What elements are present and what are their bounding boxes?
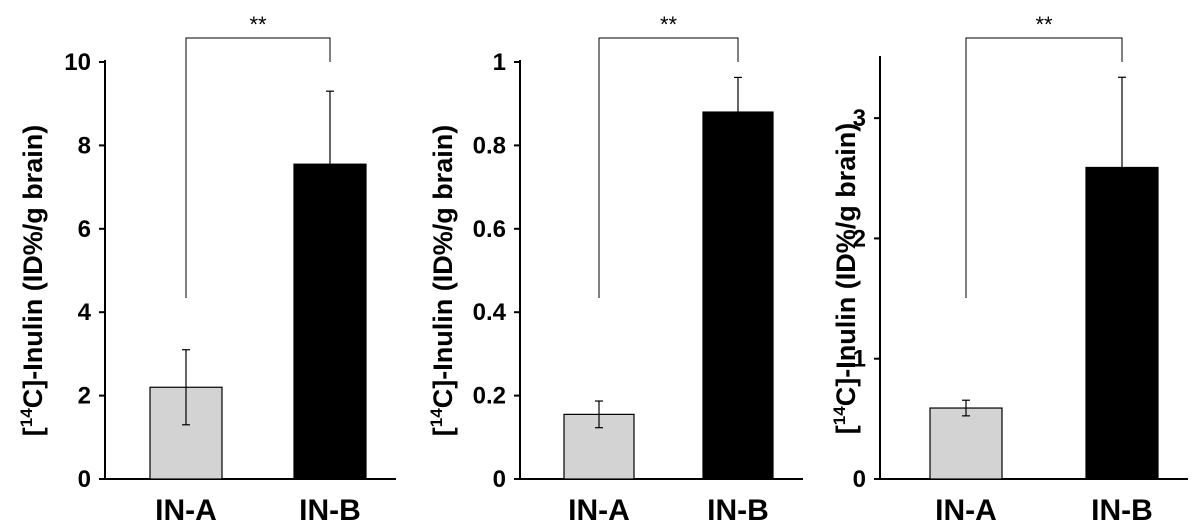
- significance-label: **: [249, 12, 267, 37]
- bar-in-a: [929, 407, 1003, 480]
- category-label: IN-A: [568, 494, 630, 527]
- category-label: IN-A: [155, 494, 217, 527]
- significance-label: **: [1035, 12, 1053, 37]
- category-label: IN-B: [1091, 494, 1153, 527]
- bar-in-b: [1085, 166, 1159, 480]
- significance-bracket: [598, 37, 739, 298]
- y-tick-label: 0.4: [473, 299, 507, 326]
- category-label: IN-B: [299, 494, 361, 527]
- y-axis-label: [14C]-Inulin (ID%/g brain): [830, 123, 861, 434]
- y-tick-label: 1: [853, 346, 866, 373]
- y-axis-label: [14C]-Inulin (ID%/g brain): [427, 125, 458, 436]
- bar-in-b: [293, 163, 367, 480]
- y-tick-label: 4: [78, 299, 92, 326]
- y-tick-label: 0: [853, 466, 866, 493]
- bar-in-b: [702, 111, 774, 480]
- significance-bracket: [965, 37, 1123, 298]
- y-tick-label: 2: [853, 225, 866, 252]
- chart-panel-3: 0 1 2 3 IN-A IN-B ** [14C]-Inulin (ID%/g brain): [830, 12, 1188, 527]
- chart-panel-1: 0 2 4 6 8 10 IN-A IN-B ** [14C]-Inulin (ID%/g bra…: [17, 12, 396, 527]
- category-label: IN-B: [707, 494, 769, 527]
- y-tick-label: 0.8: [473, 132, 506, 159]
- y-tick-label: 3: [853, 105, 866, 132]
- y-tick-label: 0: [493, 466, 506, 493]
- y-tick-label: 8: [78, 132, 91, 159]
- y-tick-label: 10: [64, 49, 91, 76]
- category-label: IN-A: [935, 494, 997, 527]
- significance-bracket: [185, 37, 331, 298]
- y-axis-label: [14C]-Inulin (ID%/g brain): [17, 125, 48, 436]
- y-tick-label: 2: [78, 383, 91, 410]
- chart-panel-2: 0 0.2 0.4 0.6 0.8 1 IN-A IN-B ** [14C]-Inulin (ID…: [427, 12, 803, 527]
- y-tick-label: 0.2: [473, 383, 506, 410]
- y-tick-label: 0: [78, 466, 91, 493]
- y-tick-label: 1: [493, 49, 506, 76]
- significance-label: **: [660, 12, 678, 37]
- y-tick-label: 6: [78, 216, 91, 243]
- y-tick-label: 0.6: [473, 216, 506, 243]
